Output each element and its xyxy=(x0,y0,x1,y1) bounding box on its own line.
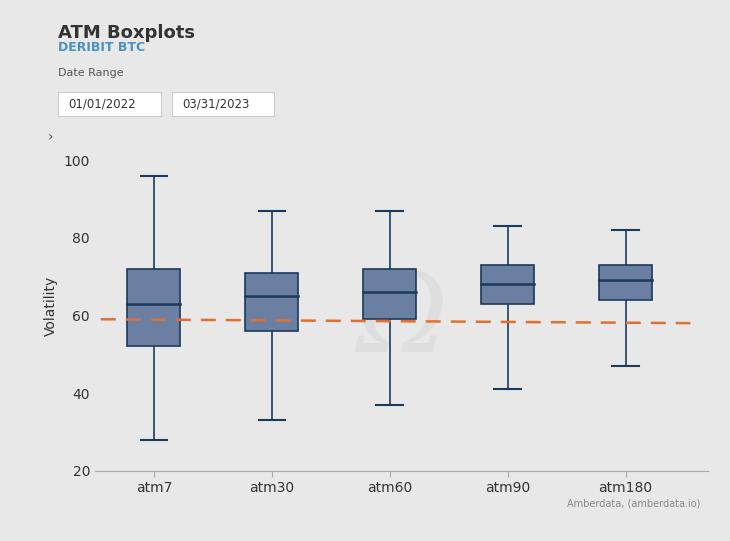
Bar xyxy=(599,265,652,300)
Text: ATM Boxplots: ATM Boxplots xyxy=(58,24,196,42)
Text: Date Range: Date Range xyxy=(58,68,124,77)
Text: 01/01/2022: 01/01/2022 xyxy=(69,97,137,111)
Text: DERIBIT BTC: DERIBIT BTC xyxy=(58,41,145,54)
Text: 03/31/2023: 03/31/2023 xyxy=(182,97,249,111)
Bar xyxy=(245,273,299,331)
Bar xyxy=(127,269,180,346)
Text: Amberdata, (amberdata.io): Amberdata, (amberdata.io) xyxy=(567,499,701,509)
Bar xyxy=(363,269,416,319)
Y-axis label: Volatility: Volatility xyxy=(44,275,58,336)
Text: ›: › xyxy=(47,130,53,144)
Bar xyxy=(481,265,534,304)
Text: Ω: Ω xyxy=(356,268,447,376)
